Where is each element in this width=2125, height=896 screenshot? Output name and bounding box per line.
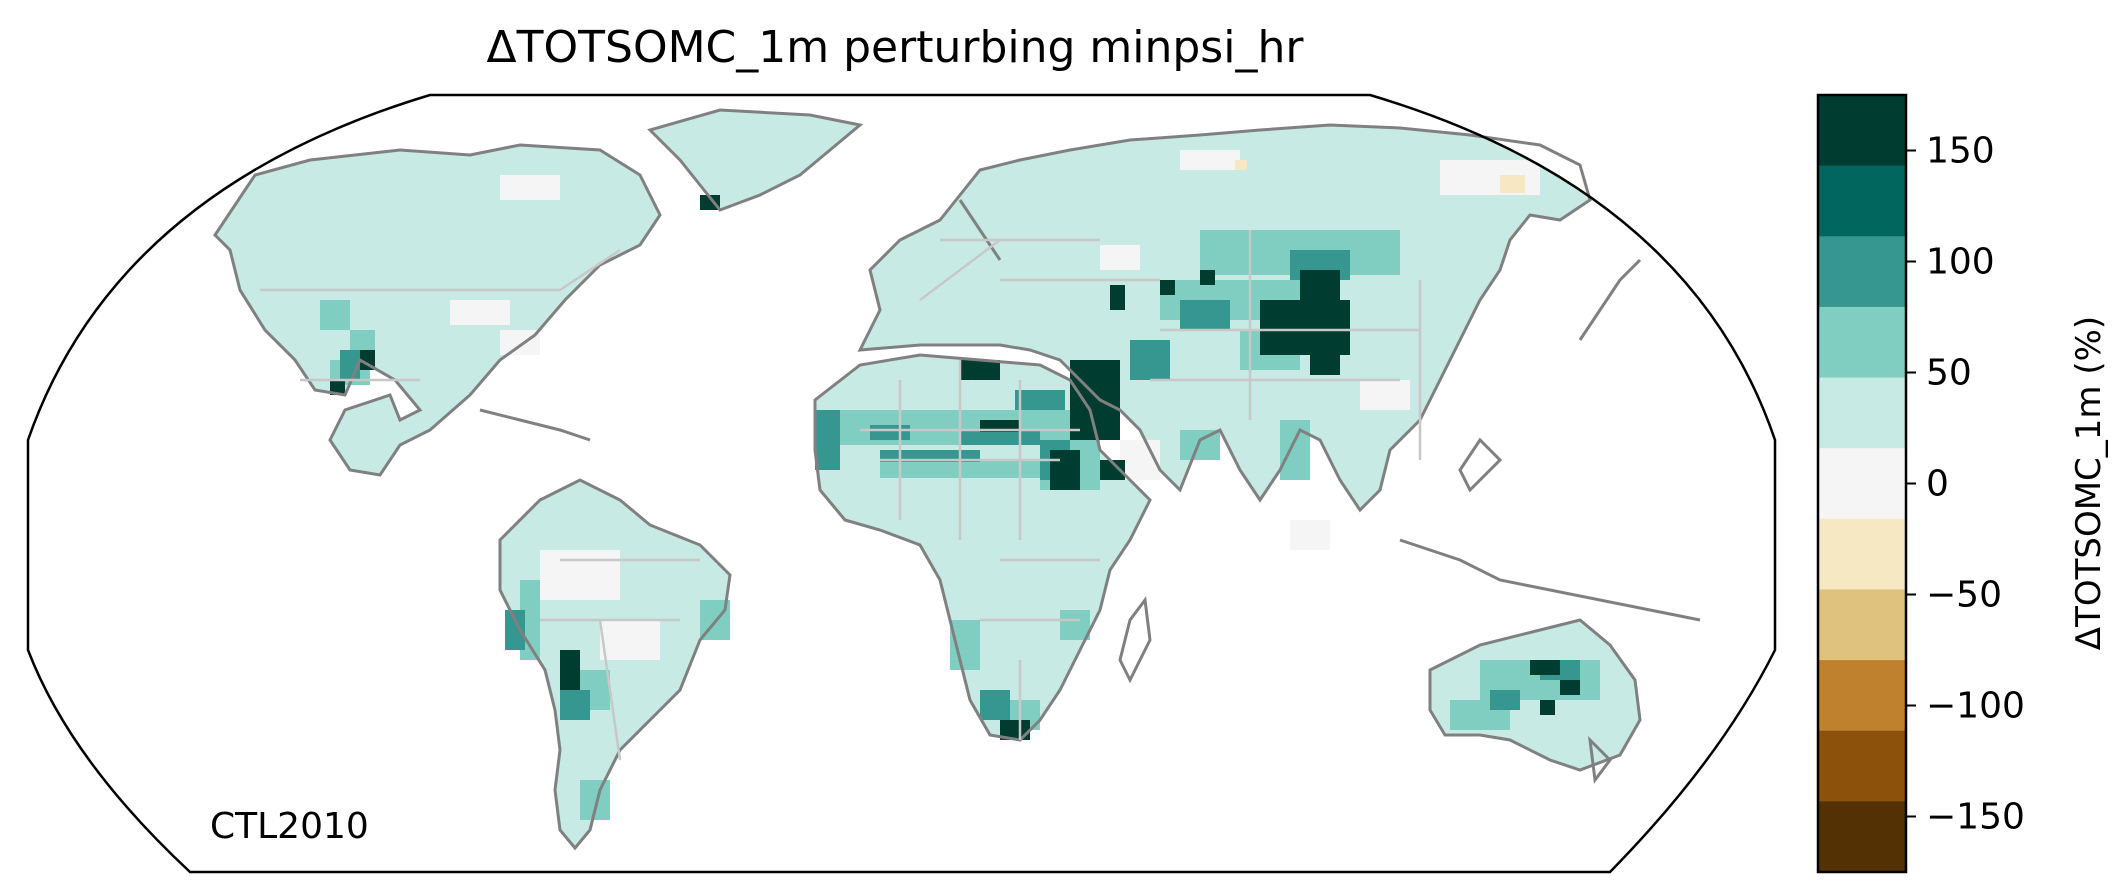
north-america-land: [215, 145, 660, 475]
colorbar-bins: [1818, 95, 1906, 873]
colorbar-bin: [1818, 165, 1906, 237]
colorbar-bin: [1818, 236, 1906, 308]
colorbar-bin: [1818, 589, 1906, 661]
world-map: [26, 93, 1777, 874]
colorbar-bin: [1818, 306, 1906, 379]
colorbar-tick-label: −150: [1926, 797, 2025, 838]
globe-outline: [26, 93, 1777, 874]
colorbar-tick-label: −50: [1926, 575, 2002, 616]
colorbar-tick-label: 100: [1926, 242, 1995, 283]
colorbar-bin: [1818, 801, 1906, 873]
colorbar-bin: [1818, 95, 1906, 167]
map-title: ΔTOTSOMC_1m perturbing minpsi_hr: [486, 22, 1304, 73]
colorbar-bin: [1818, 730, 1906, 802]
run-label: CTL2010: [210, 806, 369, 847]
land-cells: [215, 110, 1640, 848]
near-zero-cells: [450, 150, 1540, 660]
colorbar: 150 100 50 0 −50 −100 −150 ΔTOTSOMC_1m (%): [1816, 93, 2109, 874]
colorbar-tick-label: 50: [1926, 353, 1972, 394]
colorbar-tick-label: 150: [1926, 131, 1995, 172]
colorbar-label: ΔTOTSOMC_1m (%): [2069, 316, 2109, 650]
colorbar-bin: [1818, 518, 1906, 590]
colorbar-bin: [1818, 377, 1906, 449]
greenland-land: [650, 110, 860, 210]
colorbar-ticks: 150 100 50 0 −50 −100 −150: [1906, 131, 2025, 838]
colorbar-tick-label: −100: [1926, 686, 2025, 727]
colorbar-bin: [1818, 448, 1906, 520]
colorbar-bin: [1818, 660, 1906, 732]
slight-negative-cells: [1235, 160, 1525, 193]
colorbar-tick-label: 0: [1926, 464, 1949, 505]
south-america-land: [500, 480, 730, 848]
coastlines: [213, 108, 1701, 851]
country-borders: [260, 230, 1422, 761]
